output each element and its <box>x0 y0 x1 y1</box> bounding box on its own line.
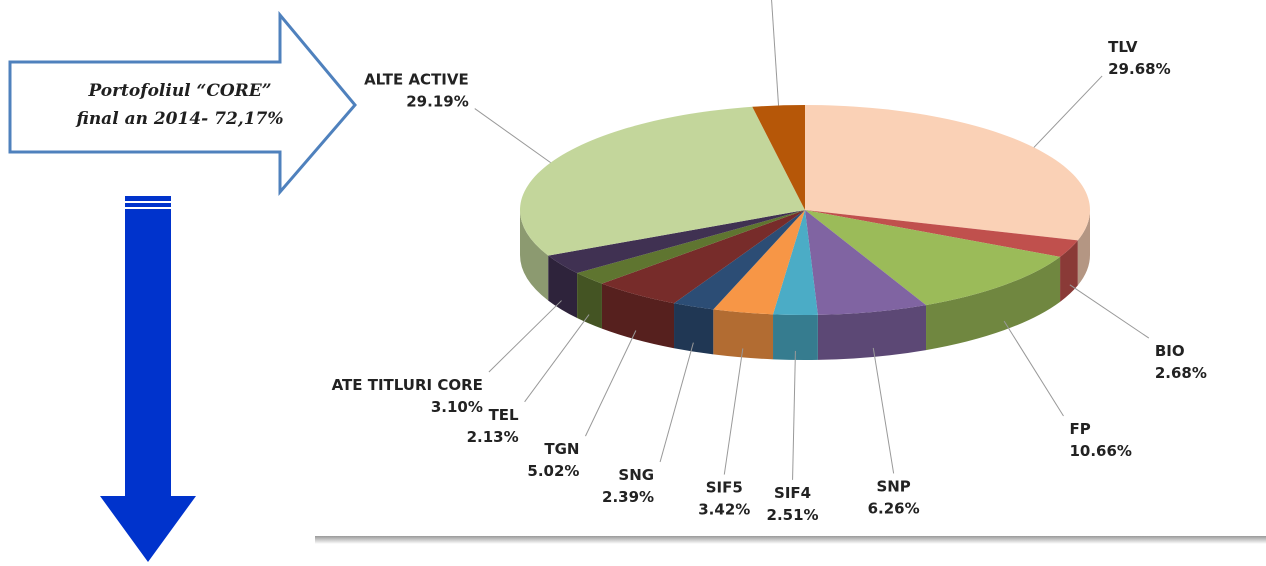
leader-line <box>792 350 796 480</box>
leader-line <box>474 108 551 164</box>
leader-line <box>1003 320 1064 417</box>
category-label: SIF5 <box>706 479 743 497</box>
slice <box>520 106 805 256</box>
category-label: TEL <box>489 406 519 424</box>
leader-line <box>723 348 744 475</box>
value-label: 3.10% <box>431 398 483 416</box>
slice-side <box>1060 240 1078 302</box>
slice-side <box>601 283 675 349</box>
slice <box>805 210 1061 306</box>
slice <box>674 210 805 310</box>
category-label: SIF4 <box>774 484 811 502</box>
annotation: Portofoliul “CORE” <box>87 81 271 101</box>
leader-line <box>585 330 637 437</box>
leader-line <box>524 314 590 403</box>
category-label: FP <box>1069 420 1090 438</box>
slice-side <box>577 273 602 329</box>
slice-side <box>713 309 774 360</box>
category-label: ALTE ACTIVE <box>364 71 469 89</box>
category-label: BIO <box>1155 342 1185 360</box>
slice <box>805 210 1078 257</box>
slice <box>773 210 818 315</box>
category-label: SNP <box>876 477 910 495</box>
value-label: 2.51% <box>767 506 819 524</box>
slice-side <box>1077 210 1090 286</box>
down-arrow <box>100 196 196 562</box>
slice <box>805 105 1090 241</box>
value-label: 2.68% <box>1155 364 1207 382</box>
slice <box>548 210 805 274</box>
slice-side <box>520 210 549 301</box>
value-label: 10.66% <box>1069 442 1131 460</box>
callout-arrow <box>8 10 357 197</box>
value-label: 2.13% <box>467 428 519 446</box>
value-label: 3.42% <box>698 501 750 519</box>
slice-side <box>817 305 927 360</box>
leader-line <box>659 342 694 463</box>
slice <box>577 210 805 284</box>
category-label: SNG <box>618 466 654 484</box>
slice-side <box>926 256 1061 351</box>
slice <box>752 105 805 210</box>
annotation: final an 2014- 72,17% <box>75 109 283 129</box>
value-label: 6.26% <box>868 499 920 517</box>
category-label: TLV <box>1108 38 1138 56</box>
category-label: ATE TITLURI CORE <box>332 376 483 394</box>
slice-side <box>674 303 714 355</box>
slice <box>805 210 927 315</box>
slice <box>601 210 805 304</box>
slice <box>713 210 805 315</box>
value-label: 2.39% <box>602 488 654 506</box>
leader-line <box>872 347 895 474</box>
plot-shadow <box>315 536 1266 544</box>
leader-line <box>1069 284 1150 339</box>
leader-line <box>488 300 562 373</box>
category-label: TGN <box>544 440 579 458</box>
slice-side <box>773 314 818 360</box>
value-label: 5.02% <box>527 462 579 480</box>
leader-line <box>1033 75 1103 148</box>
value-label: 29.68% <box>1108 60 1170 78</box>
leader-line <box>771 0 780 106</box>
value-label: 29.19% <box>406 93 468 111</box>
slice-side <box>548 255 578 319</box>
